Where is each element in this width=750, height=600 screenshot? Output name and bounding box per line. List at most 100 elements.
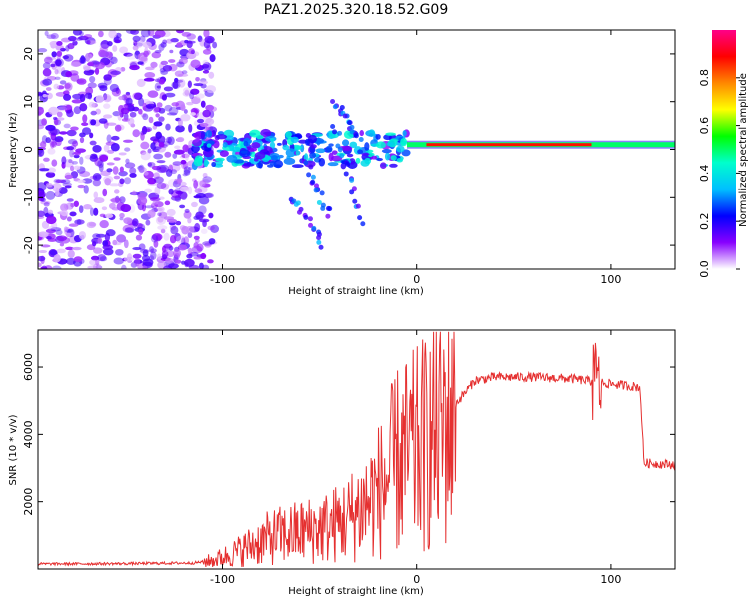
colorbar-tick-label: 0.2 bbox=[698, 212, 711, 230]
spectrogram-noise-blob bbox=[177, 73, 189, 77]
spectrogram-noise-blob bbox=[195, 76, 200, 82]
spectrogram-noise-blob bbox=[156, 85, 161, 89]
spectrogram-streak-blob bbox=[306, 172, 312, 178]
spectrogram-noise-blob bbox=[81, 127, 92, 135]
spectrogram-noise-blob bbox=[68, 223, 79, 227]
spectrogram-noise-blob bbox=[56, 235, 68, 242]
spectrogram-noise-blob bbox=[79, 136, 85, 144]
spectrogram-noise-blob bbox=[103, 93, 108, 101]
snr-series-line bbox=[38, 331, 675, 568]
spectrogram-streak-blob bbox=[337, 130, 343, 136]
spectrogram-trace-blob bbox=[253, 157, 259, 162]
spectrogram-noise-blob bbox=[55, 179, 67, 184]
spectrogram-noise-blob bbox=[73, 200, 79, 207]
spectrogram-noise-blob bbox=[186, 33, 196, 40]
spectrogram-noise-blob bbox=[156, 164, 167, 174]
spectrogram-streak-blob bbox=[357, 215, 363, 221]
spectrogram-noise-blob bbox=[72, 246, 82, 251]
spectrogram-noise-blob bbox=[123, 217, 133, 225]
spectrogram-noise-blob bbox=[132, 246, 142, 251]
spectrogram-noise-blob bbox=[67, 35, 77, 42]
spectrogram-noise-blob bbox=[46, 236, 52, 240]
spectrogram-noise-blob bbox=[87, 82, 97, 89]
spectrogram-streak-blob bbox=[332, 129, 338, 135]
spectrogram-noise-blob bbox=[79, 31, 84, 37]
spectrogram-noise-blob bbox=[45, 137, 51, 144]
spectrogram-noise-blob bbox=[54, 76, 61, 81]
spectrogram-trace-blob bbox=[384, 152, 391, 161]
spectrogram-trace-blob bbox=[226, 155, 238, 163]
spectrogram-trace-blob bbox=[270, 154, 278, 161]
spectrogram-noise-blob bbox=[60, 179, 71, 185]
spectrogram-noise-blob bbox=[160, 70, 168, 75]
spectrogram-noise-blob bbox=[102, 94, 112, 103]
spectrogram-noise-blob bbox=[164, 104, 173, 112]
spectrogram-noise-blob bbox=[187, 217, 192, 224]
spectrogram-noise-blob bbox=[156, 182, 167, 189]
spectrogram-noise-blob bbox=[110, 56, 118, 65]
spectrogram-noise-blob bbox=[90, 110, 97, 116]
spectrogram-noise-blob bbox=[38, 106, 45, 116]
spectrogram-trace-blob bbox=[357, 149, 363, 155]
spectrogram-noise-blob bbox=[174, 70, 184, 77]
spectrogram-noise-blob bbox=[176, 136, 185, 143]
spectrogram-noise-blob bbox=[175, 259, 182, 264]
spectrogram-noise-blob bbox=[94, 67, 100, 75]
spectrogram-noise-blob bbox=[73, 256, 83, 263]
spectrogram-trace-blob bbox=[191, 144, 200, 153]
spectrogram-trace-blob bbox=[282, 144, 290, 151]
spectrogram-noise-blob bbox=[198, 196, 210, 205]
spectrogram-noise-blob bbox=[199, 180, 207, 188]
spectrogram-noise-blob bbox=[157, 225, 168, 231]
spectrogram-trace-blob bbox=[249, 147, 258, 152]
spectrogram-noise-blob bbox=[95, 174, 102, 180]
spectrogram-trace-blob bbox=[239, 149, 251, 158]
spectrogram-noise-blob bbox=[151, 233, 163, 241]
spectrogram-noise-blob bbox=[119, 196, 126, 204]
spectrogram-trace-blob bbox=[300, 144, 305, 153]
spectrogram-noise-blob bbox=[143, 171, 149, 176]
spectrogram-noise-blob bbox=[200, 100, 206, 108]
spectrogram-noise-blob bbox=[69, 165, 75, 172]
spectrogram-noise-blob bbox=[207, 259, 214, 264]
spectrogram-noise-blob bbox=[145, 128, 151, 132]
spectrogram-noise-blob bbox=[123, 239, 129, 249]
spectrogram-noise-blob bbox=[142, 249, 149, 257]
spectrogram-streak-blob bbox=[296, 209, 302, 215]
spectrogram-trace-blob bbox=[346, 153, 354, 158]
spectrogram-noise-blob bbox=[187, 247, 193, 253]
spectrogram-noise-blob bbox=[193, 235, 200, 240]
spectrogram-noise-blob bbox=[153, 153, 164, 160]
spectrogram-noise-blob bbox=[148, 116, 154, 124]
spectrogram-noise-blob bbox=[98, 118, 108, 124]
y-tick-label: 0 bbox=[22, 146, 35, 153]
spectrogram-noise-blob bbox=[76, 78, 87, 85]
spectrogram-noise-blob bbox=[157, 253, 162, 260]
spectrogram-noise-blob bbox=[66, 129, 77, 137]
spectrogram-trace-blob bbox=[390, 155, 397, 161]
spectrogram-noise-blob bbox=[147, 30, 155, 37]
y-tick-label: -10 bbox=[22, 188, 35, 206]
spectrogram-trace-blob bbox=[229, 145, 235, 152]
spectrogram-noise-blob bbox=[156, 102, 163, 108]
spectrogram-noise-blob bbox=[175, 220, 182, 226]
spectrogram-noise-blob bbox=[132, 35, 141, 42]
spectrogram-noise-blob bbox=[169, 49, 174, 54]
spectrogram-noise-blob bbox=[183, 87, 191, 94]
spectrogram-noise-blob bbox=[202, 70, 210, 74]
spectrogram-noise-blob bbox=[65, 71, 73, 78]
spectrogram-noise-blob bbox=[132, 92, 141, 100]
spectrogram-noise-blob bbox=[138, 164, 145, 174]
spectrogram-streak-blob bbox=[330, 99, 336, 105]
spectrogram-noise-blob bbox=[193, 256, 203, 260]
spectrogram-noise-blob bbox=[127, 253, 133, 261]
spectrogram-noise-blob bbox=[200, 228, 208, 234]
spectrogram-noise-blob bbox=[151, 165, 162, 171]
spectrogram-noise-blob bbox=[103, 175, 114, 183]
spectrogram-noise-blob bbox=[181, 70, 188, 75]
spectrogram-noise-blob bbox=[180, 159, 187, 165]
spectrogram-noise-blob bbox=[92, 145, 102, 153]
spectrogram-noise-blob bbox=[89, 140, 97, 146]
spectrogram-noise-blob bbox=[59, 242, 65, 247]
spectrogram-noise-blob bbox=[149, 197, 161, 202]
